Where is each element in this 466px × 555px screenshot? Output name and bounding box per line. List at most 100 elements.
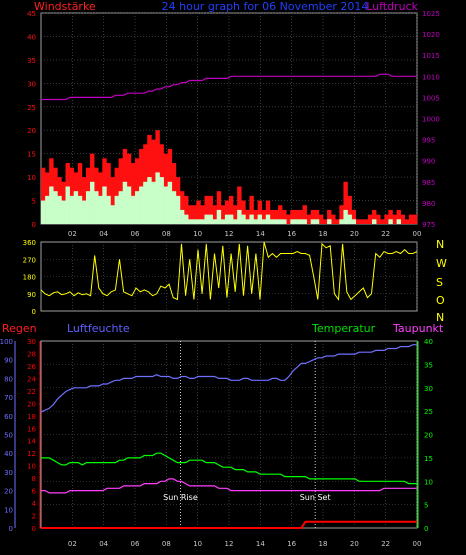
wind-speed-series bbox=[41, 172, 401, 224]
wind-gust-bar bbox=[184, 195, 189, 224]
wind-speed-bar bbox=[188, 219, 193, 224]
wind-x-tick: 20 bbox=[350, 230, 359, 238]
wind-gust-bar bbox=[41, 167, 46, 224]
wind-gust-bar bbox=[253, 209, 258, 224]
rain-axis-tick: 18 bbox=[27, 413, 36, 421]
wind-speed-bar bbox=[77, 195, 83, 224]
wind-speed-bar bbox=[273, 219, 279, 224]
rain-axis-tick: 22 bbox=[27, 388, 36, 396]
wind-speed-bar bbox=[269, 219, 275, 224]
wind-gust-bar bbox=[216, 191, 222, 224]
wind-speed-bar bbox=[110, 205, 115, 224]
wind-speed-bar bbox=[192, 219, 197, 224]
direction-axis-tick: 90 bbox=[27, 291, 36, 299]
temperature-axis-tick: 0 bbox=[424, 525, 428, 533]
wind-gust-bar bbox=[339, 205, 344, 224]
wind-speed-bar bbox=[294, 219, 299, 224]
wind-speed-bar bbox=[49, 186, 54, 224]
rain-axis-tick: 14 bbox=[27, 438, 36, 446]
wind-gust-bar bbox=[400, 214, 406, 224]
wind-speed-bar bbox=[253, 219, 258, 224]
wind-speed-bar bbox=[241, 214, 246, 224]
wind-speed-bar bbox=[90, 181, 95, 224]
temperature-line bbox=[41, 452, 417, 485]
rain-x-ticks: 02 04 06 08 10 12 14 16 18 20 22 00 bbox=[68, 540, 422, 548]
dewpoint-line bbox=[41, 478, 417, 494]
pressure-axis-tick: 1015 bbox=[422, 52, 440, 60]
wind-speed-bar bbox=[163, 186, 168, 224]
humidity-axis-tick: 100 bbox=[0, 338, 13, 346]
wind-axis-label: Windstärke bbox=[34, 0, 96, 13]
wind-axis-tick: 20 bbox=[27, 127, 36, 135]
wind-speed-bar bbox=[372, 219, 377, 224]
wind-gust-bar bbox=[331, 214, 336, 224]
wind-speed-bar bbox=[208, 214, 213, 224]
wind-gust-bar bbox=[77, 163, 83, 224]
rain-axis-tick: 2 bbox=[32, 513, 36, 521]
rain-axis-tick: 8 bbox=[32, 475, 36, 483]
wind-gust-bar bbox=[229, 195, 234, 224]
wind-x-tick: 06 bbox=[131, 230, 140, 238]
humidity-axis-tick: 50 bbox=[4, 432, 13, 440]
wind-speed-bar bbox=[265, 214, 271, 224]
rain-x-tick: 08 bbox=[162, 540, 171, 548]
wind-x-tick: 00 bbox=[413, 230, 422, 238]
wind-speed-bar bbox=[310, 219, 316, 224]
wind-gust-bar bbox=[335, 219, 340, 224]
direction-axis-ticks: 0 90 180 270 360 bbox=[23, 239, 36, 316]
wind-gust-bar bbox=[318, 214, 324, 224]
wind-axis-tick: 40 bbox=[27, 33, 36, 41]
wind-x-tick: 16 bbox=[287, 230, 296, 238]
pressure-axis-tick: 1025 bbox=[422, 10, 440, 18]
wind-x-tick: 22 bbox=[381, 230, 390, 238]
wind-speed-bar bbox=[41, 200, 46, 224]
rain-axis-tick: 26 bbox=[27, 363, 36, 371]
wind-gust-bar bbox=[220, 205, 226, 224]
humidity-axis-tick: 30 bbox=[4, 469, 13, 477]
wind-speed-bar bbox=[106, 195, 111, 224]
direction-axis-tick: 180 bbox=[23, 274, 36, 282]
wind-speed-bar bbox=[212, 219, 218, 224]
wind-speed-bar bbox=[278, 219, 283, 224]
rain-label: Regen bbox=[2, 322, 37, 335]
direction-axis-tick: 0 bbox=[32, 308, 36, 316]
wind-speed-bar bbox=[102, 186, 107, 224]
rain-axis-tick: 20 bbox=[27, 400, 36, 408]
wind-axis-tick: 35 bbox=[27, 57, 36, 65]
rain-x-tick: 20 bbox=[350, 540, 359, 548]
wind-speed-bar bbox=[81, 200, 87, 224]
wind-axis-tick: 5 bbox=[32, 198, 36, 206]
humidity-axis-tick: 90 bbox=[4, 357, 13, 365]
wind-gust-bar bbox=[347, 195, 352, 224]
rain-x-tick: 14 bbox=[256, 540, 265, 548]
wind-speed-bar bbox=[200, 219, 205, 224]
humidity-axis-tick: 20 bbox=[4, 488, 13, 496]
pressure-axis-tick: 995 bbox=[422, 137, 435, 145]
wind-gust-bar bbox=[130, 163, 136, 224]
wind-speed-bar bbox=[126, 186, 132, 224]
wind-speed-bar bbox=[220, 219, 226, 224]
direction-axis-tick: 270 bbox=[23, 256, 36, 264]
wind-speed-bar bbox=[351, 219, 356, 224]
wind-axis-tick: 30 bbox=[27, 80, 36, 88]
temperature-axis-tick: 40 bbox=[424, 338, 433, 346]
wind-gust-bar bbox=[196, 200, 201, 224]
wind-speed-bar bbox=[257, 214, 262, 224]
wind-speed-bar bbox=[179, 209, 185, 224]
temperature-axis-ticks: 0 5 10 15 20 25 30 35 40 bbox=[417, 338, 433, 533]
compass-label: O bbox=[436, 294, 445, 307]
pressure-axis-tick: 975 bbox=[422, 221, 435, 229]
wind-gust-bar bbox=[269, 209, 275, 224]
wind-speed-bar bbox=[45, 195, 50, 224]
wind-speed-bar bbox=[61, 200, 66, 224]
wind-speed-bar bbox=[53, 191, 58, 224]
humidity-axis-tick: 10 bbox=[4, 506, 13, 514]
wind-gust-bar bbox=[306, 214, 312, 224]
wind-gust-bar bbox=[384, 214, 389, 224]
wind-gust-bar bbox=[388, 209, 393, 224]
wind-speed-bar bbox=[167, 181, 173, 224]
wind-x-tick: 12 bbox=[225, 230, 234, 238]
wind-speed-bar bbox=[233, 219, 238, 224]
